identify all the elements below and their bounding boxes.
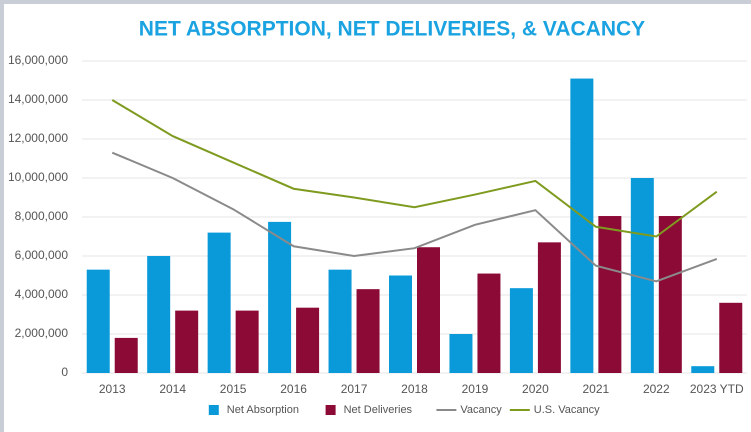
bar [296,308,319,373]
x-tick-label: 2018 [401,382,428,396]
x-tick-label: 2020 [522,382,549,396]
y-tick-label: 14,000,000 [8,92,68,106]
x-tick-label: 2019 [462,382,489,396]
legend-swatch [209,405,219,415]
bar [417,247,440,373]
x-tick-label: 2016 [280,382,307,396]
bar [236,311,259,373]
y-tick-label: 4,000,000 [15,287,69,301]
bar [477,274,500,373]
bar [357,289,380,373]
legend-swatch [326,405,336,415]
line [112,100,717,237]
x-tick-label: 2023 YTD [690,382,744,396]
page: NET ABSORPTION, NET DELIVERIES, & VACANC… [0,0,751,432]
bar [659,216,682,373]
bar [598,216,621,373]
bar [147,256,170,373]
x-tick-label: 2022 [643,382,670,396]
y-tick-label: 2,000,000 [15,326,69,340]
legend-label: Vacancy [460,404,502,416]
bar [115,338,138,373]
x-tick-label: 2013 [99,382,126,396]
y-tick-label: 12,000,000 [8,131,68,145]
x-tick-label: 2017 [341,382,368,396]
bar [389,276,412,374]
bar [87,270,110,373]
bar [329,270,352,373]
x-tick-label: 2014 [159,382,186,396]
chart-title: NET ABSORPTION, NET DELIVERIES, & VACANC… [139,18,645,41]
bar [510,288,533,373]
bar [538,242,561,373]
bar [570,79,593,373]
legend-label: U.S. Vacancy [534,404,600,416]
y-tick-label: 10,000,000 [8,170,68,184]
bar [449,334,472,373]
bar [719,303,742,373]
x-tick-label: 2021 [583,382,610,396]
y-tick-label: 16,000,000 [8,53,68,67]
chart: NET ABSORPTION, NET DELIVERIES, & VACANC… [0,0,751,432]
y-tick-label: 6,000,000 [15,248,69,262]
bar [208,233,231,373]
y-tick-label: 0 [61,365,68,379]
bar [175,311,198,373]
bar [268,222,291,373]
legend-label: Net Absorption [227,404,299,416]
backdrop-strip [0,0,4,432]
backdrop-strip [0,0,751,4]
y-tick-label: 8,000,000 [15,209,69,223]
x-tick-label: 2015 [220,382,247,396]
bar [691,366,714,373]
legend-label: Net Deliveries [344,404,413,416]
